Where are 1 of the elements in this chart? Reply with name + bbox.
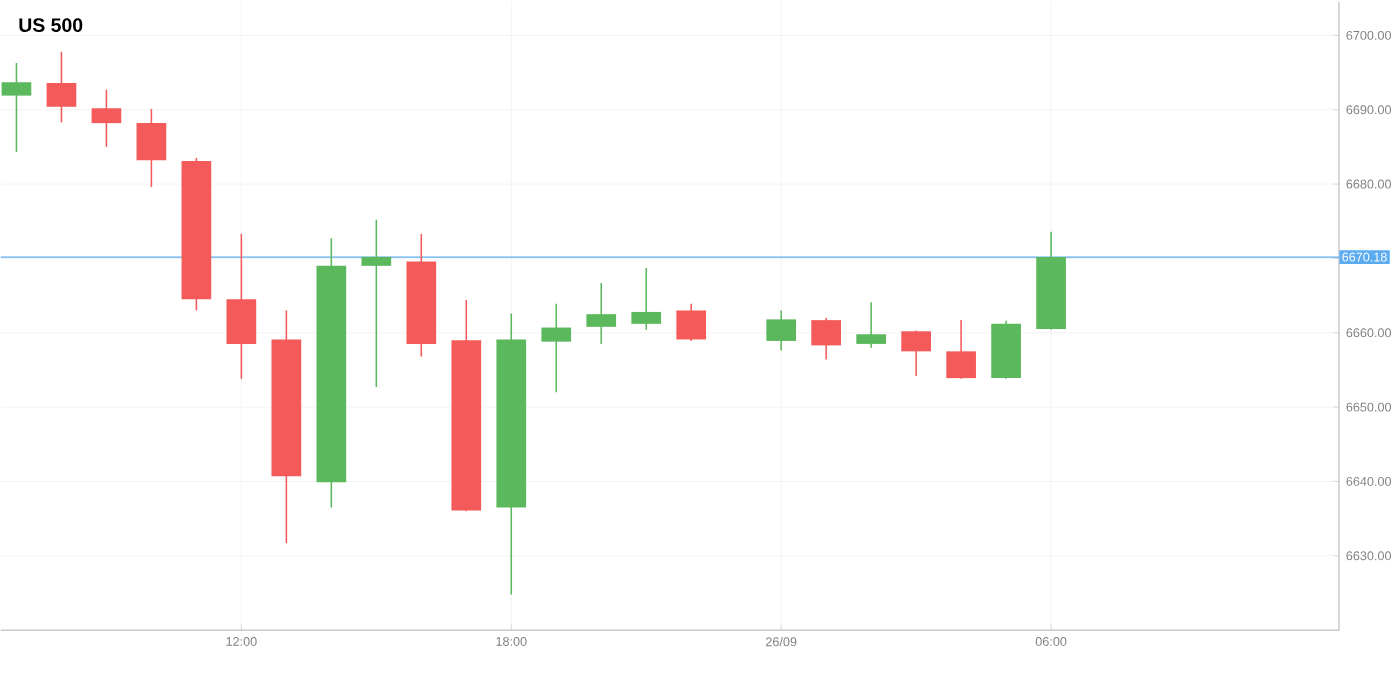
text: US 500 — [19, 17, 83, 32]
